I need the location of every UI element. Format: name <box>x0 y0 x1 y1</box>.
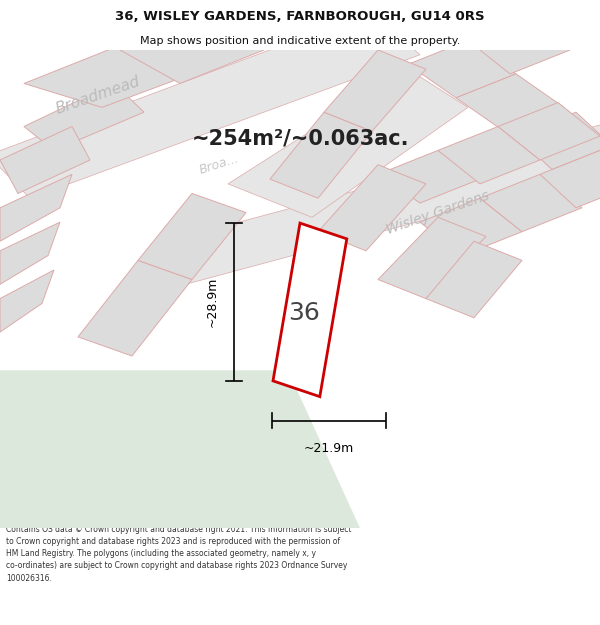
Text: ~21.9m: ~21.9m <box>304 442 354 455</box>
Polygon shape <box>420 198 522 256</box>
Polygon shape <box>516 112 600 169</box>
Polygon shape <box>468 16 570 74</box>
Polygon shape <box>408 41 516 98</box>
Polygon shape <box>270 112 372 198</box>
Polygon shape <box>228 69 468 218</box>
Polygon shape <box>168 117 600 289</box>
Text: ~28.9m: ~28.9m <box>206 277 219 327</box>
Polygon shape <box>0 222 60 284</box>
Polygon shape <box>456 74 564 131</box>
Polygon shape <box>273 223 347 397</box>
Polygon shape <box>540 151 600 208</box>
Text: 36, WISLEY GARDENS, FARNBOROUGH, GU14 0RS: 36, WISLEY GARDENS, FARNBOROUGH, GU14 0R… <box>115 10 485 23</box>
Polygon shape <box>138 194 246 279</box>
Polygon shape <box>378 217 486 299</box>
Polygon shape <box>498 102 600 160</box>
Polygon shape <box>426 241 522 318</box>
Text: Broadmead: Broadmead <box>54 74 142 117</box>
Polygon shape <box>24 45 192 108</box>
Polygon shape <box>0 126 90 194</box>
Text: Wisley Gardens: Wisley Gardens <box>384 188 491 237</box>
Polygon shape <box>324 50 426 131</box>
Polygon shape <box>318 165 426 251</box>
Polygon shape <box>0 270 54 332</box>
Text: Map shows position and indicative extent of the property.: Map shows position and indicative extent… <box>140 36 460 46</box>
Text: Broa...: Broa... <box>198 152 241 178</box>
Polygon shape <box>480 174 582 232</box>
Polygon shape <box>0 371 360 528</box>
Polygon shape <box>0 174 72 241</box>
Text: Contains OS data © Crown copyright and database right 2021. This information is : Contains OS data © Crown copyright and d… <box>6 525 352 582</box>
Polygon shape <box>0 12 420 198</box>
Polygon shape <box>78 261 192 356</box>
Polygon shape <box>378 151 480 203</box>
Text: ~254m²/~0.063ac.: ~254m²/~0.063ac. <box>191 129 409 149</box>
Polygon shape <box>438 126 540 184</box>
Polygon shape <box>24 84 144 151</box>
Polygon shape <box>120 16 264 84</box>
Text: 36: 36 <box>288 301 320 325</box>
